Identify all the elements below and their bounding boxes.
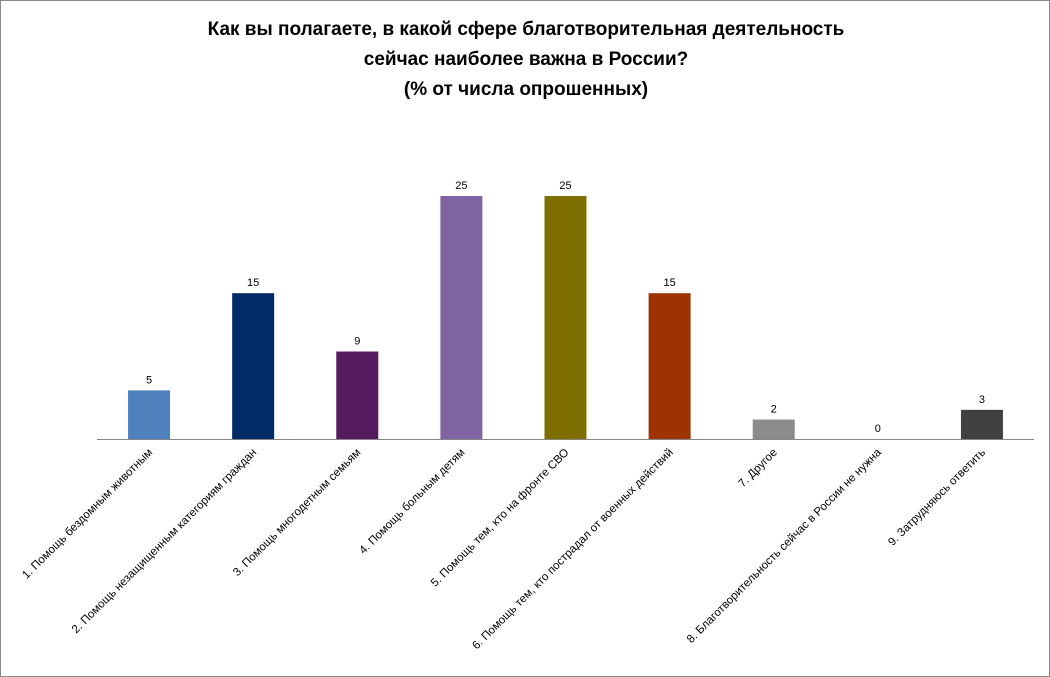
data-label-2: 15 [247, 277, 259, 289]
title-line-3: (% от числа опрошенных) [403, 79, 649, 100]
bar-2 [232, 293, 275, 439]
bar-9 [960, 409, 1003, 439]
data-label-1: 5 [146, 374, 152, 386]
category-label-8: 8. Благотворительность сейчас в России н… [685, 446, 885, 646]
title-line-1: Как вы полагаете, в какой сфере благотво… [207, 19, 845, 40]
bar-7 [752, 419, 795, 439]
title-line-2: сейчас наиболее важна в России? [363, 49, 689, 70]
category-label-4: 4. Помощь больным детям [357, 447, 467, 557]
data-label-9: 3 [979, 394, 985, 406]
data-label-5: 25 [559, 180, 571, 192]
category-label-2: 2. Помощь незащищенным категориям гражда… [70, 447, 259, 636]
category-label-7: 7. Другое [736, 447, 779, 490]
bar-1 [128, 390, 171, 439]
data-label-4: 25 [455, 180, 467, 192]
bar-5 [544, 196, 587, 439]
data-label-7: 2 [771, 404, 777, 416]
category-label-6: 6. Помощь тем, кто пострадал от военных … [470, 447, 675, 652]
bar-6 [648, 293, 691, 439]
category-label-3: 3. Помощь многодетным семьям [231, 447, 363, 579]
chart-title: Как вы полагаете, в какой сфере благотво… [1, 15, 1049, 105]
bar-3 [336, 351, 379, 439]
bar-4 [440, 196, 483, 439]
category-label-9: 9. Затрудняюсь ответить [886, 447, 988, 549]
data-label-8: 0 [875, 423, 881, 435]
data-label-3: 9 [354, 336, 360, 348]
data-label-6: 15 [663, 277, 675, 289]
